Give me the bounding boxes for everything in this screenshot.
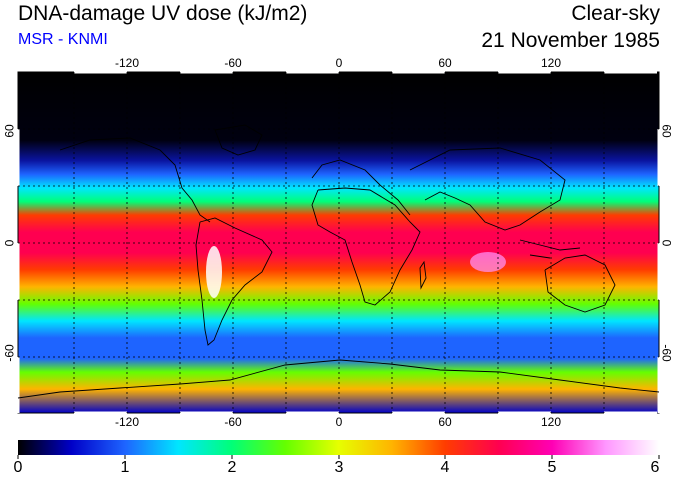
- lon-tick-bottom: -60: [224, 415, 242, 429]
- source-label: MSR - KNMI: [18, 31, 108, 48]
- date-label: 21 November 1985: [481, 29, 660, 52]
- africa-coast: [311, 187, 421, 306]
- uv-field: [18, 72, 659, 413]
- colorbar: [18, 440, 659, 455]
- lon-tick-top: 60: [438, 56, 452, 70]
- asia-coast: [409, 147, 566, 231]
- lon-tick-bottom: 120: [540, 415, 562, 429]
- australia-hotspot: [470, 252, 506, 272]
- southeast-asia-islands: [519, 239, 581, 259]
- lon-tick-bottom: 0: [335, 415, 343, 429]
- antarctica-coast: [17, 359, 660, 399]
- coastlines: [17, 124, 660, 399]
- colorbar-ticks: [17, 455, 660, 459]
- graticule: [18, 72, 659, 413]
- north-america-coast: [59, 137, 211, 223]
- sky-condition-label: Clear-sky: [571, 2, 660, 25]
- south-america-coast: [195, 217, 273, 346]
- lon-tick-bottom: -120: [114, 415, 140, 429]
- andes-hotspot: [206, 246, 222, 298]
- lon-tick-top: -60: [224, 56, 242, 70]
- colorbar-label: 2: [227, 459, 237, 476]
- colorbar-label: 0: [13, 459, 23, 476]
- colorbar-label: 1: [120, 459, 130, 476]
- lon-tick-top: 120: [540, 56, 562, 70]
- lon-tick-top: 0: [335, 56, 343, 70]
- australia-coast: [544, 254, 616, 313]
- map-title: DNA-damage UV dose (kJ/m2): [18, 2, 308, 25]
- lon-tick-top: -120: [114, 56, 140, 70]
- eurasia-coast: [311, 159, 411, 216]
- colorbar-label: 6: [650, 459, 660, 476]
- madagascar-coast: [419, 260, 427, 290]
- lon-tick-bottom: 60: [438, 415, 452, 429]
- colorbar-label: 4: [440, 459, 450, 476]
- greenland-coast: [214, 124, 263, 156]
- colorbar-label: 5: [547, 459, 557, 476]
- frame-ticks: [16, 70, 661, 415]
- colorbar-label: 3: [334, 459, 344, 476]
